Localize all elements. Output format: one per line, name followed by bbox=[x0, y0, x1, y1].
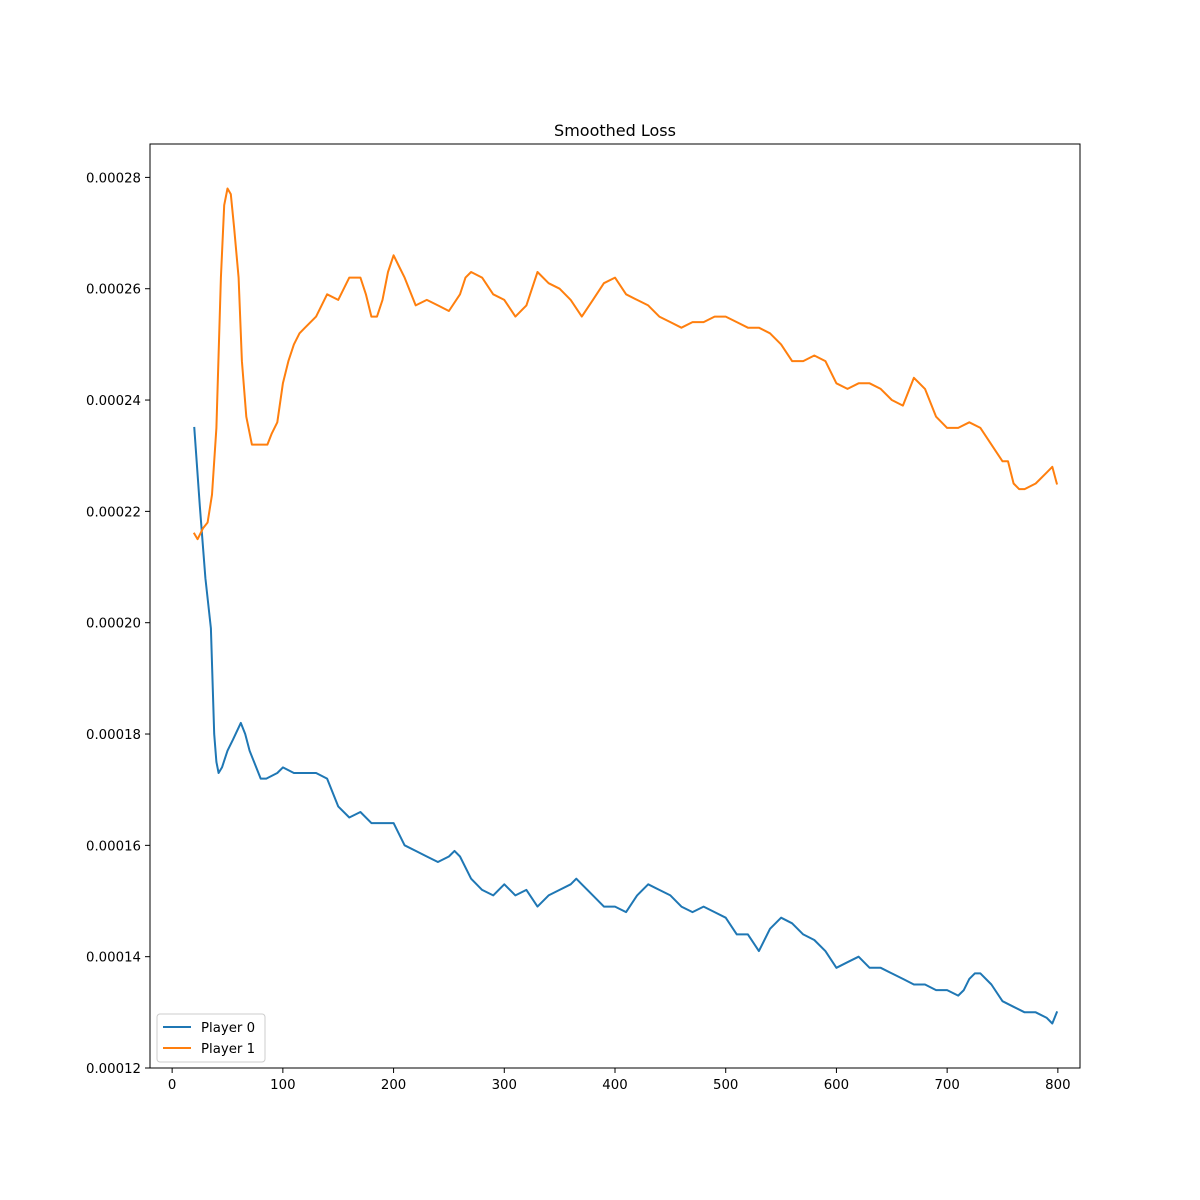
y-axis: 0.00012 0.00014 0.00016 0.00018 0.00020 0.000… bbox=[86, 171, 150, 1077]
x-tick-label: 200 bbox=[381, 1078, 406, 1093]
x-tick-label: 300 bbox=[492, 1078, 517, 1093]
y-tick-label: 0.00028 bbox=[86, 171, 141, 186]
x-tick-label: 700 bbox=[934, 1078, 959, 1093]
x-axis: 0 100 200 300 400 500 600 700 800 bbox=[168, 1068, 1071, 1093]
x-tick-label: 800 bbox=[1045, 1078, 1070, 1093]
x-tick-label: 0 bbox=[168, 1078, 176, 1093]
legend: Player 0 Player 1 bbox=[156, 1013, 266, 1063]
x-tick-label: 100 bbox=[270, 1078, 295, 1093]
x-tick-label: 400 bbox=[602, 1078, 627, 1093]
y-tick-label: 0.00012 bbox=[86, 1062, 141, 1077]
y-tick-label: 0.00024 bbox=[86, 394, 141, 409]
series-line-player-1 bbox=[192, 187, 1059, 541]
x-tick-label: 500 bbox=[713, 1078, 738, 1093]
y-tick-label: 0.00022 bbox=[86, 505, 141, 520]
chart-title: Smoothed Loss bbox=[554, 121, 676, 140]
legend-label: Player 1 bbox=[201, 1042, 255, 1057]
y-tick-label: 0.00014 bbox=[86, 951, 141, 966]
series-line-player-0 bbox=[193, 426, 1059, 1025]
y-tick-label: 0.00020 bbox=[86, 617, 141, 632]
x-tick-label: 600 bbox=[824, 1078, 849, 1093]
legend-label: Player 0 bbox=[201, 1021, 255, 1036]
y-tick-label: 0.00026 bbox=[86, 283, 141, 298]
y-tick-label: 0.00018 bbox=[86, 728, 141, 743]
y-tick-label: 0.00016 bbox=[86, 839, 141, 854]
plot-lines bbox=[192, 187, 1059, 1025]
